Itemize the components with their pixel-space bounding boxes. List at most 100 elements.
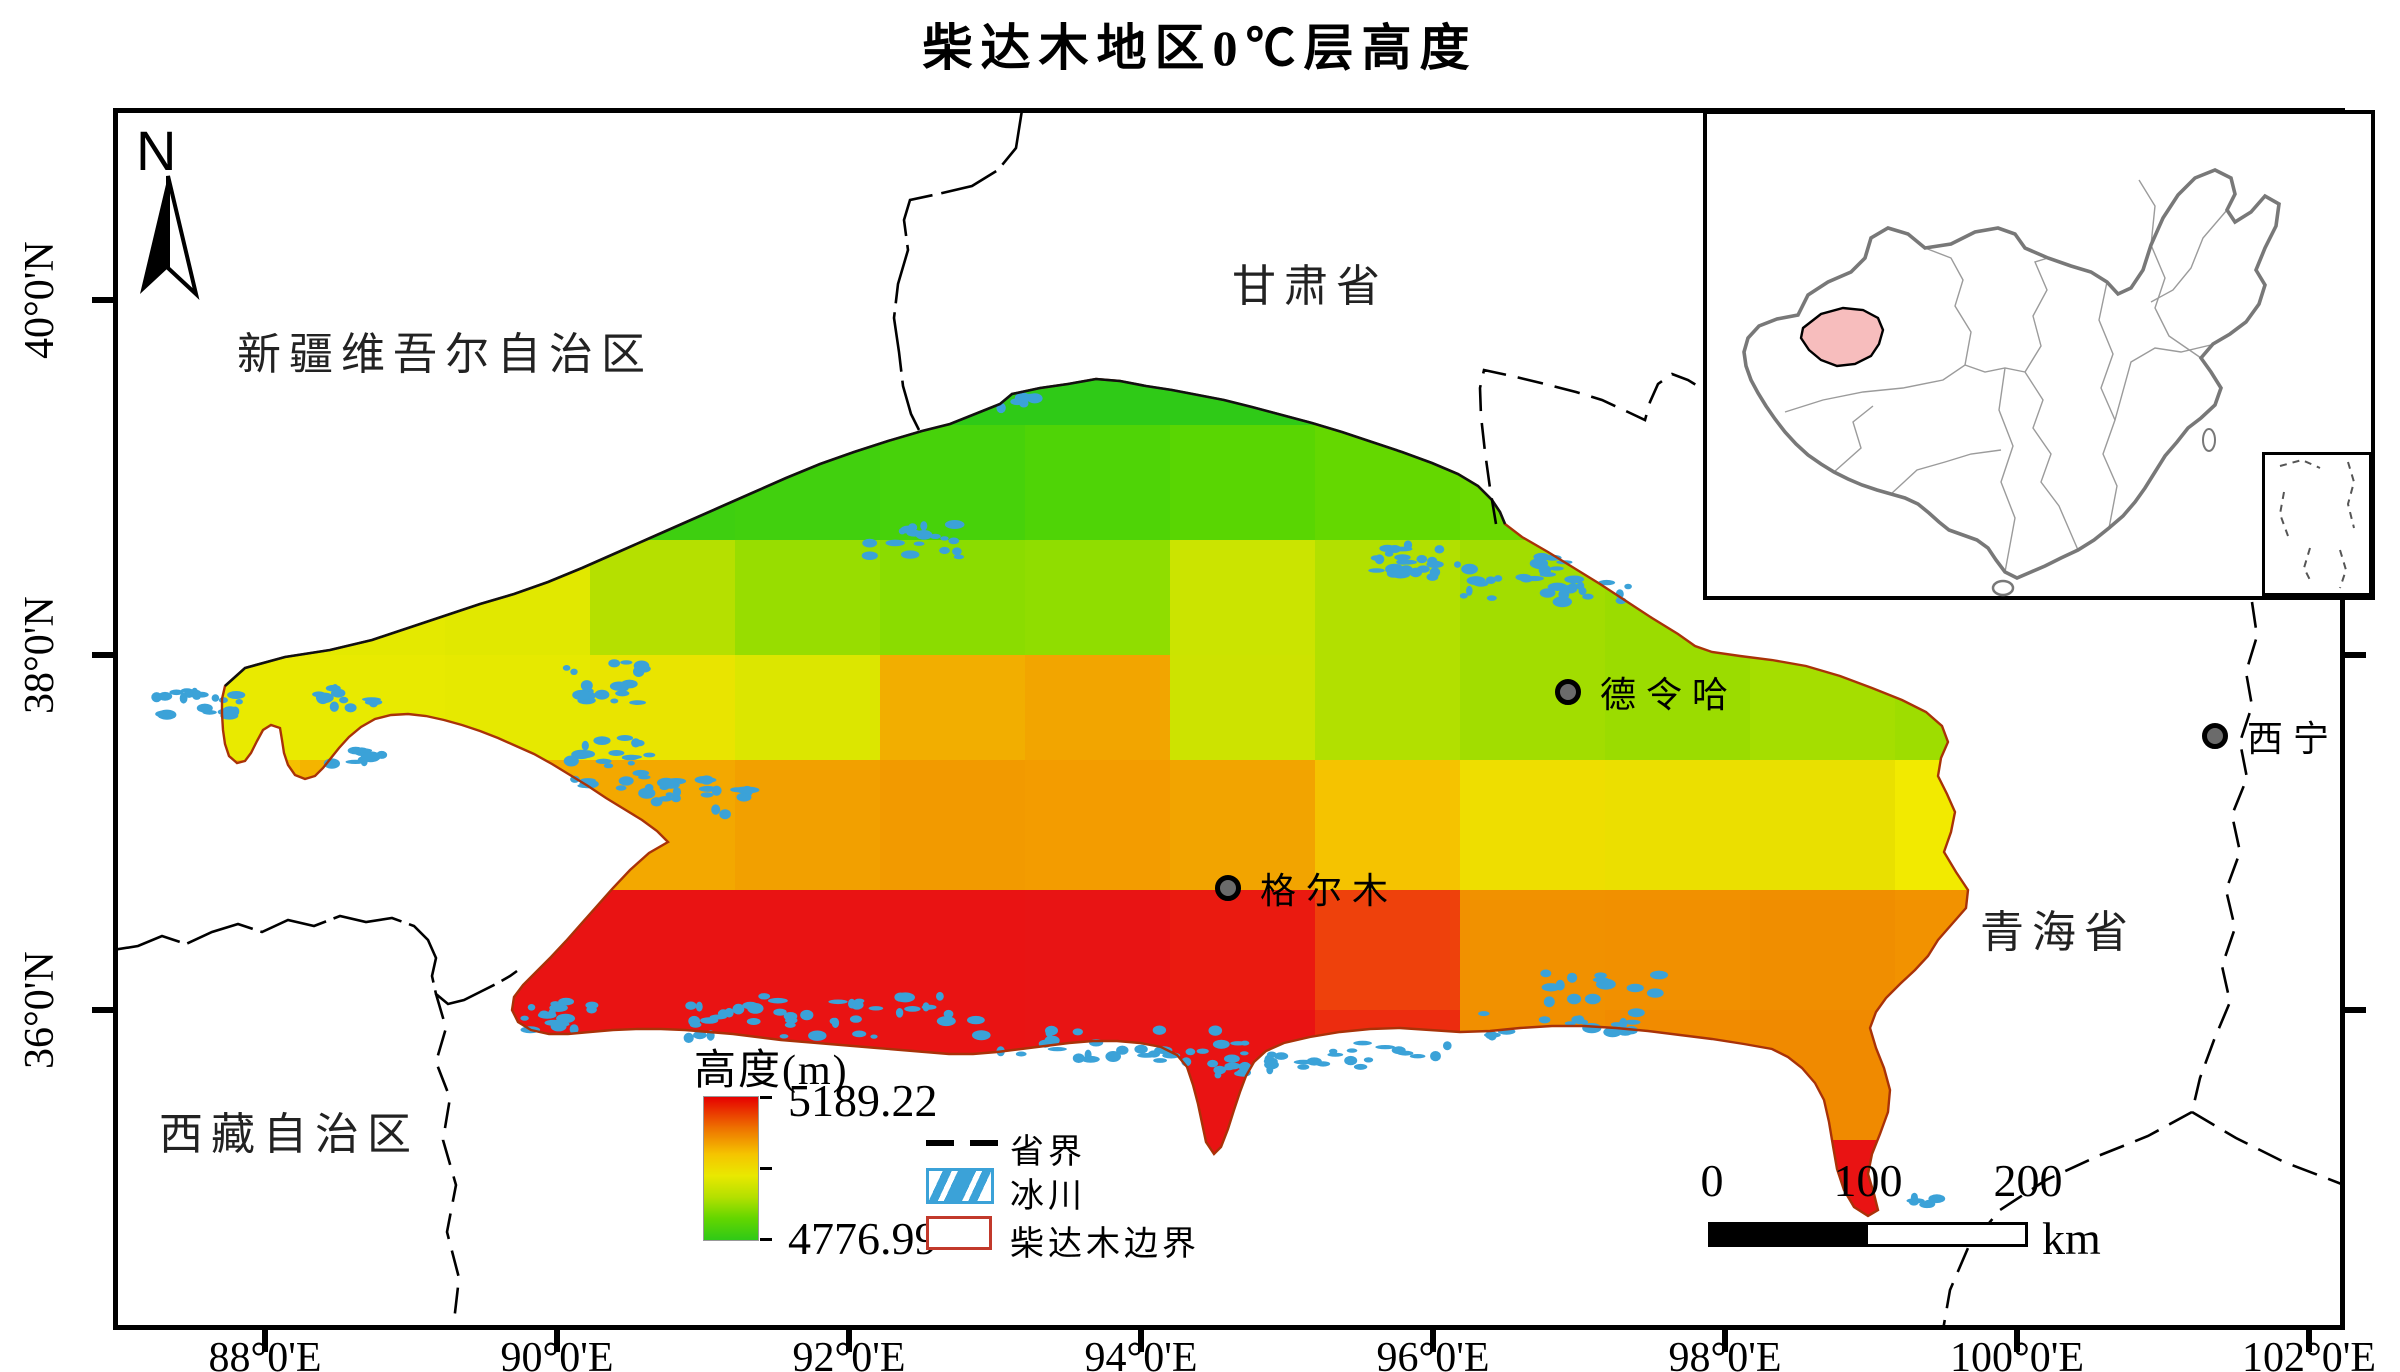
glacier-speck [1466,585,1473,596]
north-provincial-edge [224,377,1507,687]
glacier-speck [849,1015,862,1023]
y-axis-tick [92,297,114,303]
glacier-speck [908,523,918,532]
glacier-speck [719,809,731,820]
glacier-speck [1072,1053,1085,1063]
glacier-speck [784,1022,796,1028]
glacier-speck [1134,1044,1148,1054]
north-arrow-label: N [136,119,177,182]
scalebar [1708,1222,2028,1247]
scalebar-tick-100: 100 [1833,1155,1903,1206]
raster-cell [445,760,591,891]
glacier-speck [732,1003,745,1015]
city-label: 格尔木 [1260,871,1399,911]
glacier-speck [344,703,357,713]
glacier-speck [1430,1051,1441,1062]
glacier-speck [920,521,928,531]
glacier-speck [1454,561,1461,568]
city-marker [1215,875,1241,901]
glacier-speck [895,992,915,1003]
province-line-swatch [926,1140,1000,1146]
raster-cell [445,1140,591,1216]
raster-cell [445,425,591,541]
glacier-speck [616,735,634,741]
raster-cell [1170,540,1316,656]
x-axis-tick [1722,1330,1728,1352]
gansu-qinghai-border [1478,368,1702,525]
glacier-speck [1221,1066,1235,1071]
glacier-speck [549,1003,568,1012]
glacier-speck [1224,1054,1240,1063]
region-label: 甘肃省 [1232,262,1388,311]
glacier-speck [1081,1055,1100,1063]
glacier-speck [1584,993,1601,1005]
glacier-speck [632,769,650,777]
main-map-canvas [113,109,2345,1330]
glacier-speck [563,755,579,767]
glacier-speck [742,1001,759,1010]
raster-cell [1025,890,1171,1011]
glacier-speck [376,750,388,759]
raster-cell [1750,890,1896,1011]
y-axis-label: 40°0'N [17,241,63,359]
raster-cell [1315,379,1461,426]
glacier-speck [329,701,339,712]
glacier-speck [1297,1064,1310,1070]
raster-cell [1750,760,1896,891]
glacier-speck [608,750,625,756]
glacier-speck [785,1016,798,1024]
glacier-speck [520,1015,529,1021]
y-axis-tick-right [2344,652,2366,658]
glacier-speck [627,760,635,766]
glacier-speck [1152,1025,1167,1035]
glacier-speck [1327,1052,1344,1057]
qinghai-gansu-east-border [2190,601,2259,1113]
glacier-speck [615,785,627,791]
raster-cell [880,655,1026,761]
city-label: 德令哈 [1600,675,1739,715]
raster-cell [735,540,881,656]
glacier-speck [1533,552,1550,561]
glacier-speck [808,1030,827,1041]
glacier-speck [1426,560,1444,569]
glacier-speck [758,993,771,1000]
raster-cell [300,655,446,761]
raster-cell [1460,379,1606,426]
glacier-speck [1434,545,1445,554]
glacier-speck [828,999,848,1005]
glacier-speck [1353,1040,1372,1046]
glacier-speck [683,1032,694,1043]
glacier-speck [1208,1025,1223,1036]
glacier-speck [360,758,368,767]
raster-cell [1170,655,1316,761]
glacier-speck [1391,1046,1406,1055]
glacier-speck [211,694,220,702]
raster-cell [1750,1010,1896,1141]
glacier-speck [316,693,330,705]
glacier-speck [1148,1050,1160,1058]
glacier-speck [1603,1027,1622,1038]
x-axis-tick [2014,1330,2020,1352]
glacier-speck [1919,1201,1935,1209]
raster-cell [1170,425,1316,541]
glacier-speck [906,529,922,537]
glacier-speck [665,792,674,798]
glacier-speck [1344,1055,1358,1066]
x-axis-tick [1138,1330,1144,1352]
glacier-speck [700,1017,719,1024]
x-axis-tick [262,1330,268,1352]
glacier-speck [1105,1051,1121,1062]
xinjiang-gansu-border [892,109,1024,431]
hainan-island [1991,579,2015,597]
raster-cell [445,1010,591,1141]
y-axis-tick [92,1007,114,1013]
elevation-color-ramp [703,1096,759,1241]
scalebar-tick-200: 200 [1993,1155,2063,1206]
glacier-speck [1547,582,1568,591]
glacier-speck [694,776,713,784]
glacier-speck [1368,568,1385,573]
glacier-speck [615,690,630,697]
glacier-speck [1416,555,1428,564]
raster-cell [880,890,1026,1011]
glacier-speck [1375,1045,1396,1050]
